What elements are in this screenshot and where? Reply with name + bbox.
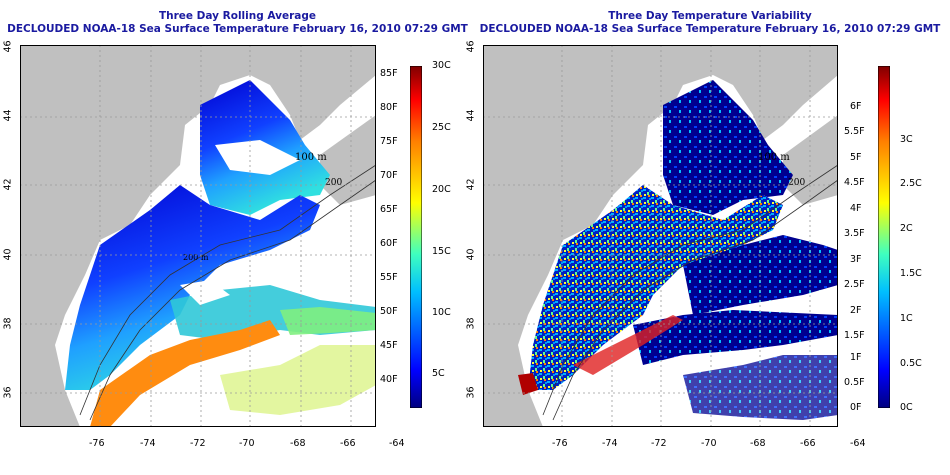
variability-gulf-of-maine bbox=[663, 80, 793, 215]
left-lon-64: -64 bbox=[389, 438, 405, 449]
left-cb-f-55: 55F bbox=[380, 272, 398, 283]
left-cb-f-60: 60F bbox=[380, 238, 398, 249]
right-lat-44: 44 bbox=[465, 109, 477, 122]
left-cb-f-75: 75F bbox=[380, 136, 398, 147]
land-nova-scotia bbox=[320, 115, 376, 205]
right-cb-f-3.5: 3.5F bbox=[844, 228, 865, 239]
right-lat-36: 36 bbox=[465, 386, 477, 399]
right-cb-c-1: 1C bbox=[900, 313, 913, 324]
isobath-200m bbox=[542, 164, 838, 416]
right-lat-38: 38 bbox=[465, 317, 477, 330]
map-frame bbox=[483, 45, 838, 427]
contour-label-100m: 100 m bbox=[295, 152, 327, 163]
right-cb-c-2: 2C bbox=[900, 223, 913, 234]
contour-label-200: 200 bbox=[325, 178, 342, 188]
right-title-line2: DECLOUDED NOAA-18 Sea Surface Temperatur… bbox=[479, 23, 941, 35]
right-lon-76: -76 bbox=[552, 438, 568, 449]
left-lat-42: 42 bbox=[2, 178, 14, 191]
left-sst-map: 100 m 200 200 m bbox=[20, 45, 376, 427]
right-cb-f-0.5: 0.5F bbox=[844, 377, 865, 388]
right-cb-c-1.5: 1.5C bbox=[900, 268, 922, 279]
right-lon-74: -74 bbox=[602, 438, 618, 449]
isobath-200m bbox=[79, 164, 376, 416]
left-cb-c-15: 15C bbox=[432, 246, 451, 257]
right-cb-f-2.5: 2.5F bbox=[844, 279, 865, 290]
contour-label-200m: 200 m bbox=[183, 253, 209, 262]
graticule bbox=[20, 45, 376, 427]
left-cb-f-65: 65F bbox=[380, 204, 398, 215]
gulf-stream-warm bbox=[90, 320, 280, 427]
left-lon-72: -72 bbox=[190, 438, 206, 449]
left-cb-f-80: 80F bbox=[380, 102, 398, 113]
right-cb-f-5.5: 5.5F bbox=[844, 126, 865, 137]
left-cb-c-30: 30C bbox=[432, 60, 451, 71]
left-lon-74: -74 bbox=[140, 438, 156, 449]
right-cb-c-2.5: 2.5C bbox=[900, 178, 922, 189]
isobath-100m bbox=[89, 179, 376, 421]
left-lat-44: 44 bbox=[2, 109, 14, 122]
right-cb-f-2: 2F bbox=[850, 305, 862, 316]
left-lat-40: 40 bbox=[2, 248, 14, 261]
left-lon-70: -70 bbox=[239, 438, 255, 449]
right-title-line1: Three Day Temperature Variability bbox=[608, 10, 812, 22]
left-cb-f-40: 40F bbox=[380, 374, 398, 385]
land-mass bbox=[483, 45, 838, 427]
right-cb-f-3: 3F bbox=[850, 254, 862, 265]
right-lat-40: 40 bbox=[465, 248, 477, 261]
left-lon-66: -66 bbox=[340, 438, 356, 449]
right-cb-c-3: 3C bbox=[900, 134, 913, 145]
left-panel-title: Three Day Rolling Average DECLOUDED NOAA… bbox=[0, 10, 475, 36]
left-lat-38: 38 bbox=[2, 317, 14, 330]
high-variability-patch bbox=[518, 373, 538, 395]
land-nova-scotia bbox=[783, 115, 838, 205]
front-line bbox=[573, 315, 683, 375]
left-cb-c-25: 25C bbox=[432, 122, 451, 133]
right-cb-f-6: 6F bbox=[850, 101, 862, 112]
left-cb-c-10: 10C bbox=[432, 307, 451, 318]
graticule bbox=[483, 45, 838, 427]
scattered-pixels bbox=[683, 355, 838, 420]
left-cb-f-45: 45F bbox=[380, 340, 398, 351]
left-cb-f-50: 50F bbox=[380, 306, 398, 317]
right-lon-64: -64 bbox=[850, 438, 866, 449]
scattered-warm-pixels bbox=[220, 345, 376, 415]
land-mass bbox=[20, 45, 376, 427]
right-cb-f-4.5: 4.5F bbox=[844, 177, 865, 188]
right-cb-f-1: 1F bbox=[850, 352, 862, 363]
right-lon-66: -66 bbox=[800, 438, 816, 449]
left-lon-68: -68 bbox=[290, 438, 306, 449]
right-lon-70: -70 bbox=[701, 438, 717, 449]
right-lon-68: -68 bbox=[750, 438, 766, 449]
right-lat-46: 46 bbox=[465, 40, 477, 53]
left-lon-76: -76 bbox=[89, 438, 105, 449]
left-cb-f-70: 70F bbox=[380, 170, 398, 181]
right-lon-72: -72 bbox=[651, 438, 667, 449]
map-frame bbox=[20, 45, 376, 427]
right-cb-c-0.5: 0.5C bbox=[900, 358, 922, 369]
warm-patch bbox=[280, 307, 376, 335]
isobath-100m bbox=[552, 179, 838, 421]
right-cb-f-1.5: 1.5F bbox=[844, 330, 865, 341]
left-colorbar bbox=[410, 66, 422, 408]
left-lat-36: 36 bbox=[2, 386, 14, 399]
right-cb-f-5: 5F bbox=[850, 152, 862, 163]
left-title-line2: DECLOUDED NOAA-18 Sea Surface Temperatur… bbox=[7, 23, 468, 35]
left-title-line1: Three Day Rolling Average bbox=[158, 10, 317, 22]
right-panel-title: Three Day Temperature Variability DECLOU… bbox=[470, 10, 950, 36]
left-lat-46: 46 bbox=[2, 40, 14, 53]
cloud-gap-2 bbox=[180, 280, 230, 305]
right-colorbar bbox=[878, 66, 890, 408]
contour-label-200: 200 bbox=[788, 178, 805, 188]
left-cb-f-85: 85F bbox=[380, 68, 398, 79]
left-cb-c-20: 20C bbox=[432, 184, 451, 195]
right-cb-f-0: 0F bbox=[850, 402, 862, 413]
right-lat-42: 42 bbox=[465, 178, 477, 191]
contour-label-100m: 100 m bbox=[758, 152, 790, 163]
right-variability-map: 100 m 200 bbox=[483, 45, 838, 427]
left-cb-c-5: 5C bbox=[432, 368, 445, 379]
right-cb-c-0: 0C bbox=[900, 402, 913, 413]
cloud-gap-1 bbox=[215, 140, 300, 175]
right-cb-f-4: 4F bbox=[850, 203, 862, 214]
